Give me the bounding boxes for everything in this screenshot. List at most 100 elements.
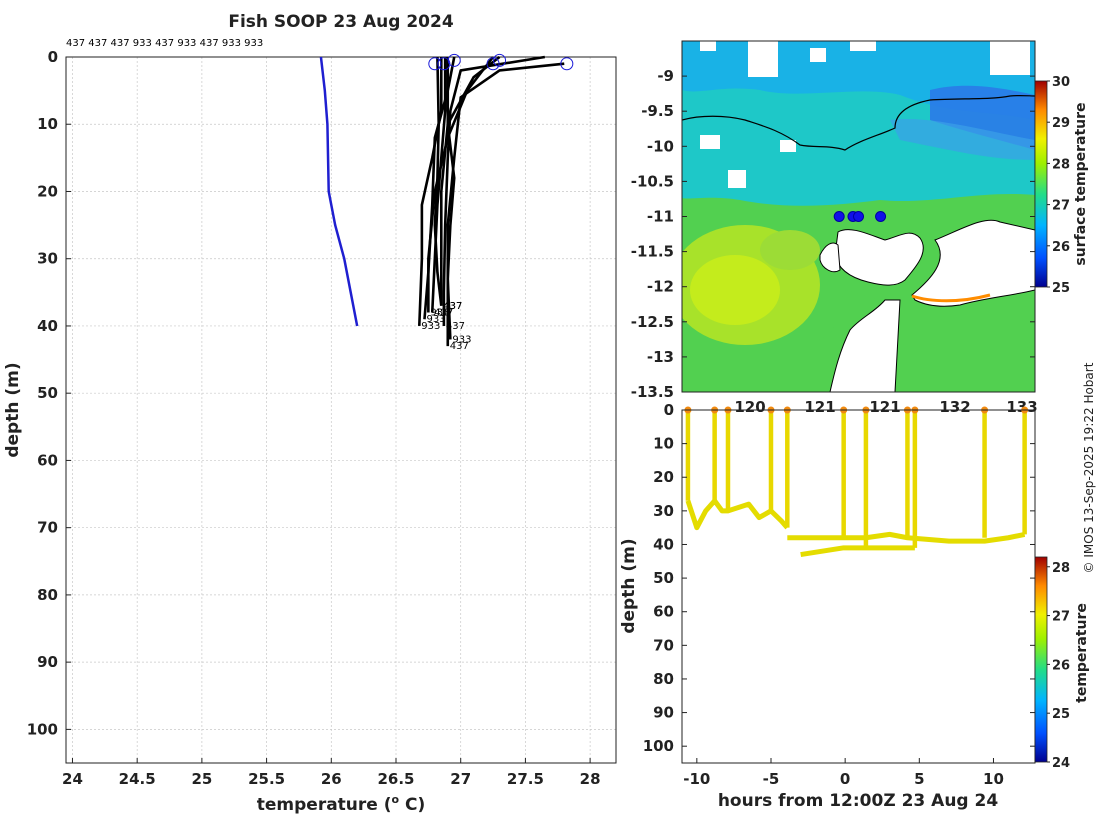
temperature-colorbar-tick-label: 25 — [1052, 707, 1070, 722]
time-depth-y-tick-label: 100 — [643, 737, 674, 755]
temperature-colorbar-tick-label: 26 — [1052, 658, 1070, 673]
sst-map — [682, 41, 1035, 392]
time-depth-y-tick-label: 0 — [664, 401, 674, 419]
time-depth-x-tick-label: -10 — [683, 770, 710, 788]
vessel-position-marker — [875, 211, 887, 222]
time-depth-y-tick-label: 30 — [653, 502, 674, 520]
profile-y-tick-label: 100 — [27, 720, 58, 738]
sst-map-x-tick-label: 132 — [939, 398, 970, 416]
temperature-profile — [446, 57, 456, 340]
profile-x-tick-label: 24 — [62, 770, 83, 788]
profile-y-tick-label: 80 — [37, 586, 58, 604]
sst-map-x-tick-label: 121 — [804, 398, 835, 416]
time-depth-y-tick-label: 10 — [653, 435, 674, 453]
sst-map-positions — [833, 211, 887, 222]
imos-credit: © IMOS 13-Sep-2025 19:22 Hobart — [1082, 362, 1096, 573]
profile-x-tick-label: 26.5 — [377, 770, 414, 788]
tow-depth-trace — [787, 531, 1026, 544]
profile-y-tick-label: 40 — [37, 317, 58, 335]
profile-x-tick-label: 27.5 — [507, 770, 544, 788]
time-depth-plot-frame — [681, 409, 1036, 764]
time-depth-y-tick-label: 90 — [653, 704, 674, 722]
sst-map-y-tick-label: -13.5 — [631, 383, 674, 401]
sst-map-y-tick-label: -12 — [647, 278, 674, 296]
vessel-position-marker — [853, 211, 864, 222]
sst-map-y-ticks: -9 -9.5 -10 -10.5 -11 -11.5 -12 -12.5 -13 -13.5 — [631, 67, 1035, 401]
temperature-profile — [446, 62, 565, 347]
time-depth-x-ticks: -10 -5 0 5 10 — [683, 758, 1004, 788]
sst-colorbar-tick-label: 28 — [1052, 157, 1070, 172]
deployment-labels: 437 437 437 933 437 933 437 933 933 — [66, 38, 263, 49]
sst-colorbar-tick-label: 26 — [1052, 240, 1070, 255]
temperature-colorbar-ticks: 24 25 26 27 28 — [1047, 561, 1070, 771]
temperature-colorbar-tick-label: 27 — [1052, 610, 1070, 625]
sst-map-y-tick-label: -12.5 — [631, 313, 674, 331]
profile-y-tick-label: 90 — [37, 653, 58, 671]
temperature-colorbar-tick-label: 24 — [1052, 756, 1070, 771]
profile-y-tick-label: 70 — [37, 519, 58, 537]
temperature-colorbar — [1034, 556, 1048, 763]
time-depth-y-tick-label: 70 — [653, 636, 674, 654]
profile-y-axis-label: depth (m) — [3, 362, 23, 457]
surface-marker — [560, 57, 574, 71]
surface-marker — [428, 57, 442, 71]
tow-depth-trace — [685, 498, 790, 531]
time-depth-x-tick-label: 5 — [914, 770, 924, 788]
profile-x-tick-label: 25.5 — [248, 770, 285, 788]
surface-marker — [493, 53, 507, 67]
temperature-colorbar-label: temperature — [1074, 603, 1090, 703]
temperature-profile — [417, 57, 443, 327]
profile-chart-title: Fish SOOP 23 Aug 2024 — [228, 12, 454, 32]
sst-map-x-tick-label: 121 — [869, 398, 900, 416]
profile-end-label: 437 — [443, 301, 462, 312]
sst-colorbar-tick-label: 29 — [1052, 116, 1070, 131]
sst-map-x-tick-label: 120 — [734, 398, 765, 416]
profile-y-tick-label: 30 — [37, 250, 58, 268]
sst-colorbar — [1034, 80, 1048, 288]
surface-marker — [447, 53, 461, 67]
sst-colorbar-tick-label: 27 — [1052, 199, 1070, 214]
profile-x-ticks: 24 24.5 25 25.5 26 26.5 27 27.5 28 — [62, 758, 601, 788]
sst-map-x-tick-label: 133 — [1006, 398, 1037, 416]
profile-y-ticks: 0 10 20 30 40 50 60 70 80 90 100 — [27, 48, 71, 738]
vessel-position-marker — [833, 211, 845, 222]
profile-x-tick-label: 28 — [580, 770, 601, 788]
sst-map-y-tick-label: -11.5 — [631, 243, 674, 261]
profile-end-label: 437 — [434, 308, 453, 319]
temperature-profile — [433, 56, 443, 306]
temperature-colorbar-tick-label: 28 — [1052, 561, 1070, 576]
sst-map-y-tick-label: -9 — [657, 67, 674, 85]
profile-end-label: 437 — [450, 341, 469, 352]
temperature-profile — [430, 57, 447, 313]
time-depth-y-tick-label: 60 — [653, 603, 674, 621]
temperature-profile — [442, 55, 546, 326]
profile-end-label: 933 — [426, 314, 445, 325]
profile-x-axis-label: temperature (o C) — [257, 793, 426, 815]
profile-x-tick-label: 24.5 — [119, 770, 156, 788]
profile-y-tick-label: 0 — [48, 48, 58, 66]
sst-map-x-ticks: 120 121 121 132 133 — [734, 398, 1037, 416]
profile-end-label: 933 — [452, 334, 471, 345]
sst-colorbar-ticks: 25 26 27 28 29 30 — [1047, 75, 1070, 296]
profile-end-label: 437 — [446, 321, 465, 332]
profile-y-tick-label: 60 — [37, 451, 58, 469]
profile-y-tick-label: 20 — [37, 182, 58, 200]
time-depth-y-tick-label: 50 — [653, 569, 674, 587]
sst-map-y-tick-label: -9.5 — [641, 102, 674, 120]
time-depth-y-ticks: 0 10 20 30 40 50 60 70 80 90 100 — [643, 401, 1035, 755]
sst-colorbar-label: surface temperature — [1073, 102, 1089, 265]
profile-x-tick-label: 25 — [191, 770, 212, 788]
surface-marker — [437, 57, 451, 71]
time-depth-series — [684, 406, 1029, 558]
sst-map-y-tick-label: -10 — [647, 137, 674, 155]
sst-colorbar-tick-label: 25 — [1052, 281, 1070, 296]
profile-y-tick-label: 10 — [37, 115, 58, 133]
climatology-profile — [319, 56, 359, 327]
surface-marker — [486, 57, 500, 71]
time-depth-y-tick-label: 80 — [653, 670, 674, 688]
temperature-profile — [439, 55, 501, 306]
sst-map-y-tick-label: -10.5 — [631, 172, 674, 190]
profile-gridlines — [66, 56, 616, 763]
profile-x-tick-label: 27 — [450, 770, 471, 788]
